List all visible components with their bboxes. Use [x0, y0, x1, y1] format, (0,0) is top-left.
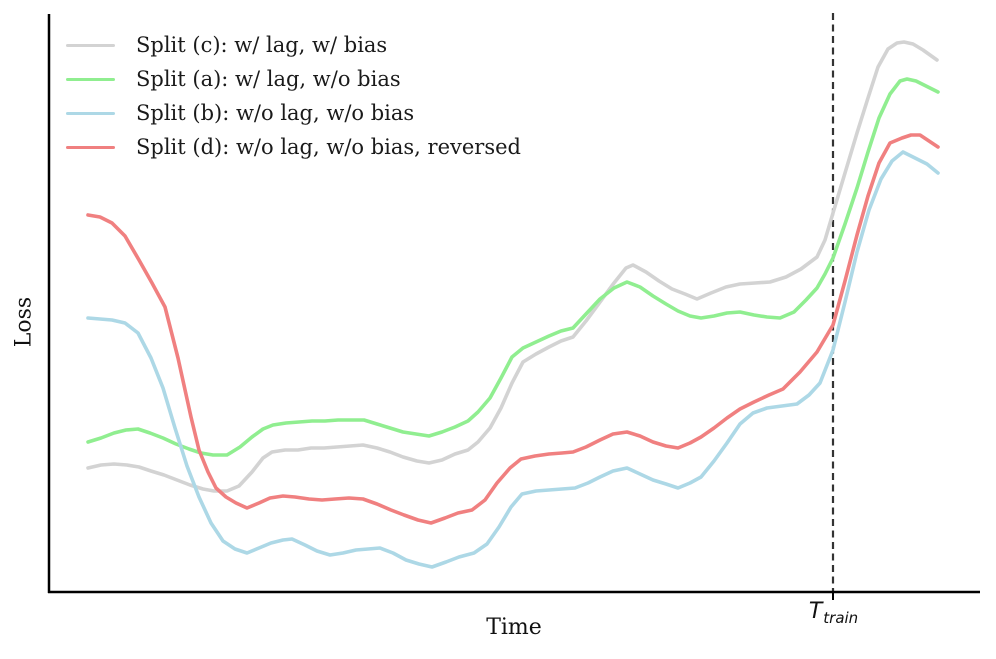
- t-train-tick-label: Ttrain: [808, 599, 859, 627]
- series-line-split-c: [86, 40, 939, 493]
- legend-label-split-a: Split (a): w/ lag, w/o bias: [136, 67, 401, 91]
- legend-label-split-c: Split (c): w/ lag, w/ bias: [136, 33, 388, 57]
- legend-swatch-split-c: [66, 43, 115, 48]
- t-train-main: T: [808, 599, 823, 624]
- series-line-split-d: [86, 133, 940, 525]
- x-axis-label: Time: [486, 615, 542, 640]
- legend-row-split-b: Split (b): w/o lag, w/o bias: [66, 102, 521, 125]
- legend-swatch-split-d: [66, 145, 115, 150]
- legend-row-split-d: Split (d): w/o lag, w/o bias, reversed: [66, 136, 521, 159]
- legend-row-split-a: Split (a): w/ lag, w/o bias: [66, 68, 521, 91]
- y-axis-label: Loss: [11, 296, 37, 348]
- series-line-split-a: [86, 77, 940, 457]
- legend-swatch-split-a: [66, 77, 115, 82]
- legend-label-split-b: Split (b): w/o lag, w/o bias: [136, 101, 415, 125]
- legend-swatch-split-b: [66, 111, 115, 116]
- t-train-sub: train: [823, 609, 859, 627]
- series-line-split-b: [86, 150, 940, 569]
- legend-label-split-d: Split (d): w/o lag, w/o bias, reversed: [136, 135, 521, 159]
- legend-row-split-c: Split (c): w/ lag, w/ bias: [66, 34, 521, 57]
- legend: Split (c): w/ lag, w/ bias Split (a): w/…: [66, 34, 521, 159]
